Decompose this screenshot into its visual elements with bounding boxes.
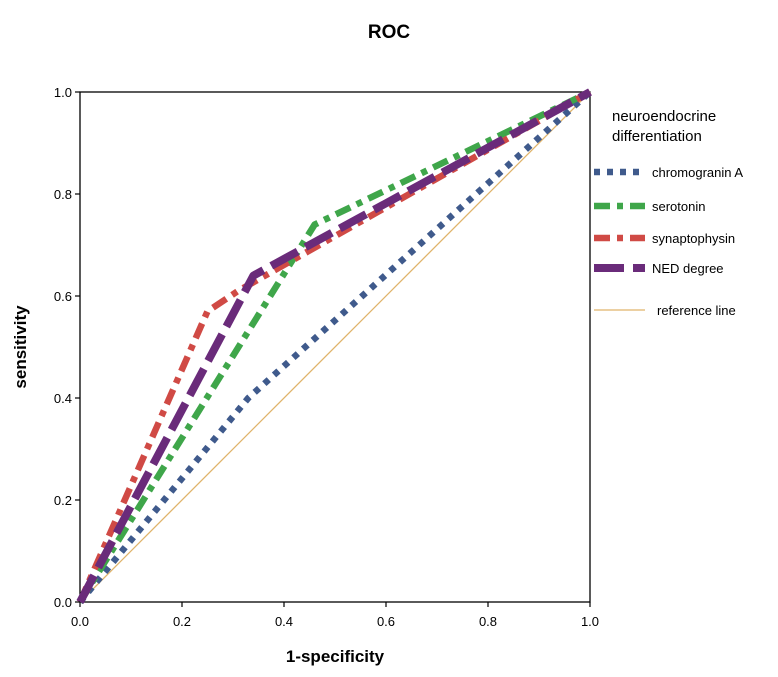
x-tick-label: 0.6 [377,614,395,629]
y-tick-label: 0.2 [54,493,72,508]
legend-title: neuroendocrine [612,108,716,125]
ticks-layer: 0.0 0.2 0.4 0.6 0.8 1.0 0.0 0.2 0.4 0.6 0.8 1.0 [54,85,599,629]
series-line-serotonin [77,89,592,604]
legend-label: synaptophysin [652,231,735,246]
x-tick-label: 0.2 [173,614,191,629]
series-layer [76,88,593,605]
legend-label: chromogranin A [652,165,743,180]
chart-title: ROC [368,22,411,43]
series-line-reference-line [79,91,591,603]
plot-frame [79,91,591,603]
legend-title: differentiation [612,128,702,145]
y-tick-label: 1.0 [54,85,72,100]
y-tick-label: 0.8 [54,187,72,202]
series-line-chromogranin-a [77,89,593,605]
x-axis-label: 1-specificity [286,647,385,666]
y-axis-label: sensitivity [11,305,30,389]
y-tick-label: 0.4 [54,391,72,406]
y-tick-label: 0.0 [54,595,72,610]
x-tick-label: 0.0 [71,614,89,629]
legend: neuroendocrine differentiation chromograni… [594,108,743,318]
series-line-synaptophysin [77,89,592,604]
y-tick-label: 0.6 [54,289,72,304]
x-tick-label: 1.0 [581,614,599,629]
legend-label: serotonin [652,199,705,214]
legend-label: reference line [657,303,736,318]
legend-label: NED degree [652,261,724,276]
x-tick-label: 0.4 [275,614,293,629]
series-line-ned-degree [76,88,592,604]
x-tick-label: 0.8 [479,614,497,629]
